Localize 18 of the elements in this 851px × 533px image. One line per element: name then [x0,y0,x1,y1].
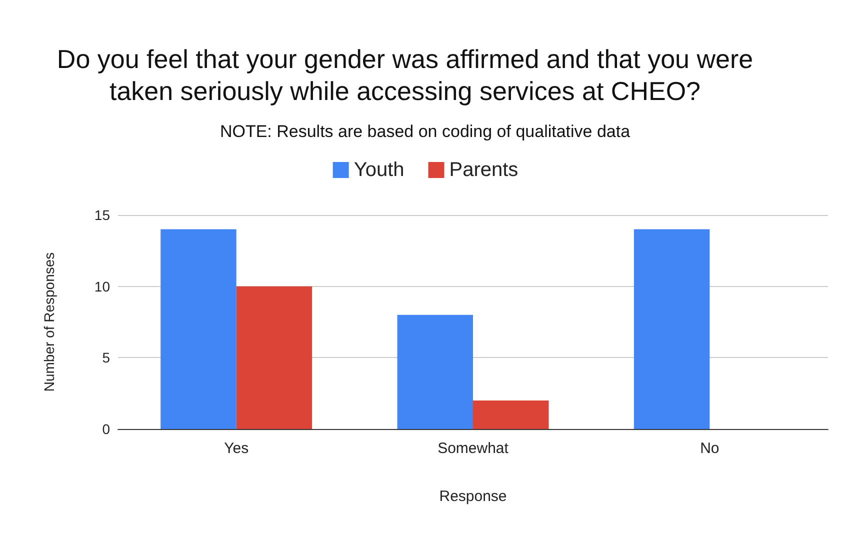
legend-label: Parents [449,159,518,181]
y-axis-title: Number of Responses [41,252,57,392]
y-tick-label: 5 [102,350,110,366]
y-tick-label: 15 [94,207,110,223]
x-axis-title: Response [439,488,507,505]
y-tick-label: 10 [94,278,110,294]
x-tick-label: Yes [224,440,249,457]
bar [397,314,473,429]
bar [236,286,312,429]
x-tick-label: Somewhat [438,440,510,457]
bar [473,400,549,429]
bar [160,229,236,429]
chart-title: Do you feel that your gender was affirmed and that you were taken seriously while accessing services at CHEO? [56,44,754,106]
legend-label: Youth [354,159,404,181]
chart-subtitle: NOTE: Results are based on coding of qualitative data [220,122,631,141]
bar [634,229,710,429]
x-tick-label: No [700,440,720,457]
y-tick-label: 0 [102,421,110,437]
